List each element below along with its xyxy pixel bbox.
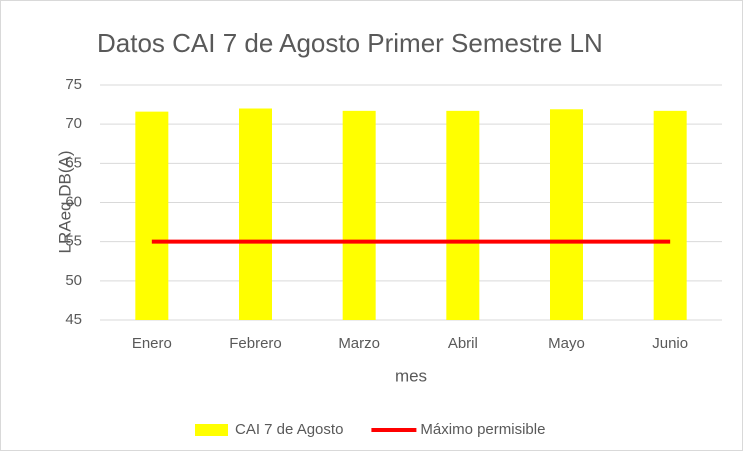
x-tick-label: Enero bbox=[132, 335, 172, 352]
bar bbox=[653, 110, 687, 320]
legend-swatch bbox=[195, 424, 228, 436]
legend-label: CAI 7 de Agosto bbox=[235, 421, 343, 438]
x-tick-label: Mayo bbox=[548, 335, 585, 352]
bar bbox=[135, 111, 169, 320]
x-tick-label: Junio bbox=[652, 335, 688, 352]
y-tick-label: 45 bbox=[65, 311, 82, 328]
y-tick-label: 50 bbox=[65, 272, 82, 289]
x-tick-label: Febrero bbox=[229, 335, 282, 352]
y-tick-label: 65 bbox=[65, 154, 82, 171]
legend-label: Máximo permisible bbox=[420, 421, 545, 438]
bar bbox=[550, 109, 583, 321]
x-tick-label: Marzo bbox=[338, 335, 380, 352]
y-axis-label: LRAeq DB(A) bbox=[55, 151, 74, 254]
y-tick-label: 75 bbox=[65, 76, 82, 93]
bar bbox=[342, 110, 376, 320]
bar bbox=[239, 108, 272, 320]
y-tick-label: 55 bbox=[65, 233, 82, 250]
x-axis-label: mes bbox=[395, 366, 427, 385]
x-tick-label: Abril bbox=[448, 335, 478, 352]
y-tick-label: 70 bbox=[65, 115, 82, 132]
chart-title: Datos CAI 7 de Agosto Primer Semestre LN bbox=[97, 28, 603, 58]
bar bbox=[446, 110, 480, 320]
y-tick-label: 60 bbox=[65, 193, 82, 210]
